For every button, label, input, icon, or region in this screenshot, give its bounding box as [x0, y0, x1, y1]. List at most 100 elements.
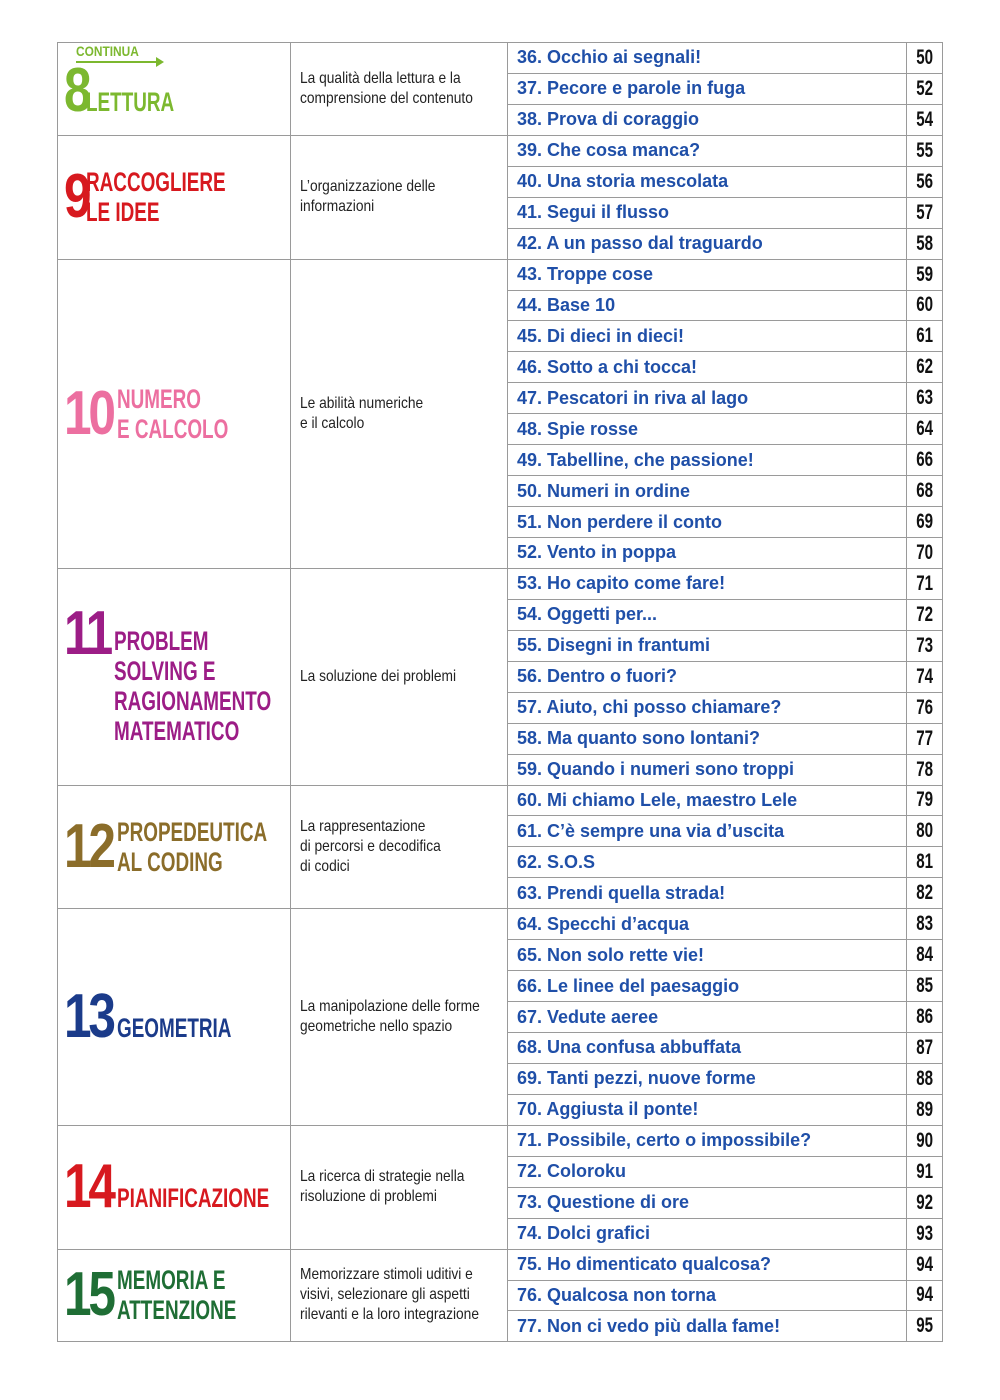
activity-title[interactable]: 68. Una confusa abbuffata [507, 1032, 907, 1064]
activity-title[interactable]: 40. Una storia mescolata [507, 165, 907, 198]
activity-title[interactable]: 74. Dolci grafici [507, 1217, 907, 1250]
page-number-cell: 60 [906, 289, 943, 322]
activity-title[interactable]: 43. Troppe cose [507, 258, 907, 291]
page-number-cell: 86 [906, 1001, 943, 1033]
chapter-cell: 11 PROBLEM SOLVING E RAGIONAMENTO MATEMATICO [57, 567, 291, 786]
activity-title[interactable]: 62. S.O.S [507, 846, 907, 879]
chapter-cell: 12 PROPEDEUTICA AL CODING [57, 784, 291, 910]
activity-title[interactable]: 53. Ho capito come fare! [507, 567, 907, 600]
activity-title[interactable]: 71. Possibile, certo o impossibile? [507, 1124, 907, 1157]
toc-row: 10 NUMERO E CALCOLO Le abilità numeriche e i… [57, 258, 943, 569]
chapter-cell: CONTINUA 8 LETTURA [57, 42, 291, 136]
activity-title[interactable]: 70. Aggiusta il ponte! [507, 1093, 907, 1126]
activity-title[interactable]: 77. Non ci vedo più dalla fame! [507, 1310, 907, 1343]
activity-title[interactable]: 44. Base 10 [507, 289, 907, 322]
description-line: La qualità della lettura e la [300, 69, 461, 87]
page-number: 87 [916, 1035, 933, 1059]
activity-title[interactable]: 45. Di dieci in dieci! [507, 320, 907, 353]
activity-title[interactable]: 54. Oggetti per... [507, 598, 907, 631]
activity-title[interactable]: 52. Vento in poppa [507, 537, 907, 569]
page-number: 70 [916, 540, 933, 564]
chapter-title-line: E CALCOLO [116, 413, 229, 444]
page-number: 86 [916, 1005, 933, 1029]
toc-row: 59. Quando i numeri sono troppi 78 [58, 753, 943, 786]
page-number-cell: 64 [906, 413, 943, 446]
page-number: 82 [916, 881, 933, 905]
page-number: 54 [916, 107, 933, 131]
chapter-title-line: RACCOGLIERE [86, 167, 227, 198]
activity-title[interactable]: 58. Ma quanto sono lontani? [507, 722, 907, 755]
activity-title[interactable]: 63. Prendi quella strada! [507, 877, 907, 910]
chapter-cell: 13 GEOMETRIA [57, 908, 291, 1126]
chapter-title-line: MEMORIA E [116, 1265, 226, 1296]
chapter-heading: 15 MEMORIA E ATTENZIONE [64, 1260, 290, 1330]
page-number: 58 [916, 231, 933, 255]
activity-title[interactable]: 65. Non solo rette vie! [507, 939, 907, 972]
page-number-cell: 57 [906, 196, 943, 229]
description-line: La soluzione dei problemi [300, 667, 457, 685]
activity-title[interactable]: 60. Mi chiamo Lele, maestro Lele [507, 784, 907, 817]
toc-row: 37. Pecore e parole in fuga 52 [58, 72, 943, 105]
page-number-cell: 85 [906, 970, 943, 1003]
page-number-cell: 71 [906, 567, 943, 600]
activity-title[interactable]: 56. Dentro o fuori? [507, 660, 907, 693]
activity-title[interactable]: 38. Prova di coraggio [507, 103, 907, 136]
toc-row: 69. Tanti pezzi, nuove forme 88 [58, 1062, 943, 1095]
chapter-title-line: LE IDEE [86, 197, 161, 228]
activity-title[interactable]: 66. Le linee del paesaggio [507, 970, 907, 1003]
page-number: 80 [916, 819, 933, 843]
activity-title[interactable]: 47. Pescatori in riva al lago [507, 382, 907, 415]
chapter-description: La ricerca di strategie nella risoluzione… [290, 1124, 508, 1250]
activity-title[interactable]: 48. Spie rosse [507, 413, 907, 446]
toc-row: 62. S.O.S 81 [58, 846, 943, 879]
page-number: 89 [916, 1097, 933, 1121]
activity-title[interactable]: 59. Quando i numeri sono troppi [507, 753, 907, 786]
page-number-cell: 74 [906, 660, 943, 693]
page-number: 81 [916, 850, 933, 874]
page-number: 63 [916, 386, 933, 410]
chapter-title-line: RAGIONAMENTO [113, 685, 271, 716]
activity-title[interactable]: 73. Questione di ore [507, 1186, 907, 1219]
chapter-heading: 10 NUMERO E CALCOLO [64, 382, 290, 444]
activity-title[interactable]: 61. C’è sempre una via d’uscita [507, 815, 907, 848]
page-number: 88 [916, 1066, 933, 1090]
activity-title[interactable]: 76. Qualcosa non torna [507, 1279, 907, 1312]
activity-title[interactable]: 37. Pecore e parole in fuga [507, 72, 907, 105]
activity-title[interactable]: 57. Aiuto, chi posso chiamare? [507, 691, 907, 724]
activity-title[interactable]: 64. Specchi d’acqua [507, 908, 907, 941]
page-number: 92 [916, 1190, 933, 1214]
page-number: 84 [916, 943, 933, 967]
page-number: 94 [916, 1283, 933, 1307]
toc-row: 47. Pescatori in riva al lago 63 [58, 382, 943, 415]
activity-title[interactable]: 36. Occhio ai segnali! [507, 42, 907, 74]
chapter-description: Le abilità numeriche e il calcolo [290, 258, 508, 569]
activity-title[interactable]: 41. Segui il flusso [507, 196, 907, 229]
page-number-cell: 95 [906, 1310, 943, 1343]
activity-title[interactable]: 69. Tanti pezzi, nuove forme [507, 1062, 907, 1095]
page-number-cell: 93 [906, 1217, 943, 1250]
toc-row: 44. Base 10 60 [58, 289, 943, 322]
page-number-cell: 54 [906, 103, 943, 136]
activity-title[interactable]: 55. Disegni in frantumi [507, 629, 907, 662]
page-number: 56 [916, 169, 933, 193]
page-number: 57 [916, 200, 933, 224]
activity-title[interactable]: 39. Che cosa manca? [507, 134, 907, 167]
activity-title[interactable]: 46. Sotto a chi tocca! [507, 351, 907, 384]
activity-title[interactable]: 72. Coloroku [507, 1155, 907, 1188]
activity-title[interactable]: 50. Numeri in ordine [507, 475, 907, 508]
activity-title[interactable]: 75. Ho dimenticato qualcosa? [507, 1248, 907, 1281]
chapter-number: 15 [64, 1260, 116, 1330]
page-number-cell: 59 [906, 258, 943, 291]
page-number-cell: 61 [906, 320, 943, 353]
description-line: Memorizzare stimoli uditivi e [300, 1266, 473, 1284]
activity-title[interactable]: 42. A un passo dal traguardo [507, 227, 907, 260]
activity-title[interactable]: 49. Tabelline, che passione! [507, 444, 907, 477]
page-number-cell: 94 [906, 1248, 943, 1281]
chapter-title-line: MATEMATICO [113, 715, 239, 746]
toc-row: 70. Aggiusta il ponte! 89 [58, 1093, 943, 1126]
activity-title[interactable]: 67. Vedute aeree [507, 1001, 907, 1033]
page-number: 50 [916, 45, 933, 69]
page-number-cell: 56 [906, 165, 943, 198]
activity-title[interactable]: 51. Non perdere il conto [507, 506, 907, 538]
page-number: 78 [916, 757, 933, 781]
